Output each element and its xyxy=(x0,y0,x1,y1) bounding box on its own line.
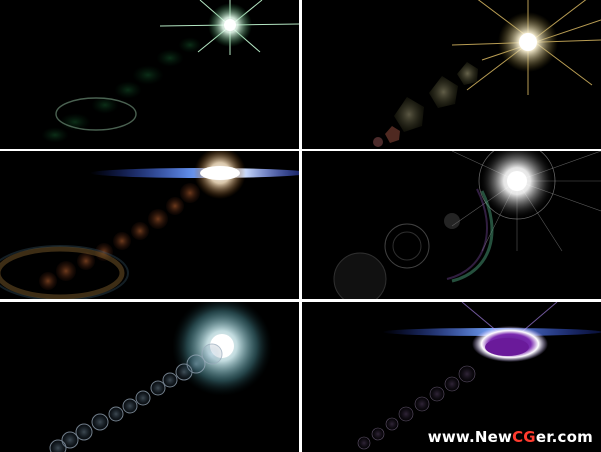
watermark-highlight: CG xyxy=(512,428,536,446)
blue-orange-flare-art xyxy=(0,151,299,299)
white-sun-flare-art xyxy=(333,151,601,299)
watermark-text: www.NewCGer.com xyxy=(428,428,593,446)
watermark-suffix: er.com xyxy=(535,428,593,446)
flare-panel-purple-ring: www.NewCGer.com xyxy=(302,302,601,452)
purple-ring-flare-art xyxy=(357,302,601,450)
green-flare-art xyxy=(41,0,299,143)
gold-flare-art xyxy=(373,0,601,147)
flare-panel-blue-orange xyxy=(0,151,299,299)
flare-panel-white-sun xyxy=(302,151,601,299)
flare-panel-cyan-halo xyxy=(0,302,299,452)
flare-panel-gold xyxy=(302,0,601,149)
cyan-halo-flare-art xyxy=(49,302,272,452)
watermark-prefix: www.New xyxy=(427,428,513,446)
flare-panel-green xyxy=(0,0,299,149)
